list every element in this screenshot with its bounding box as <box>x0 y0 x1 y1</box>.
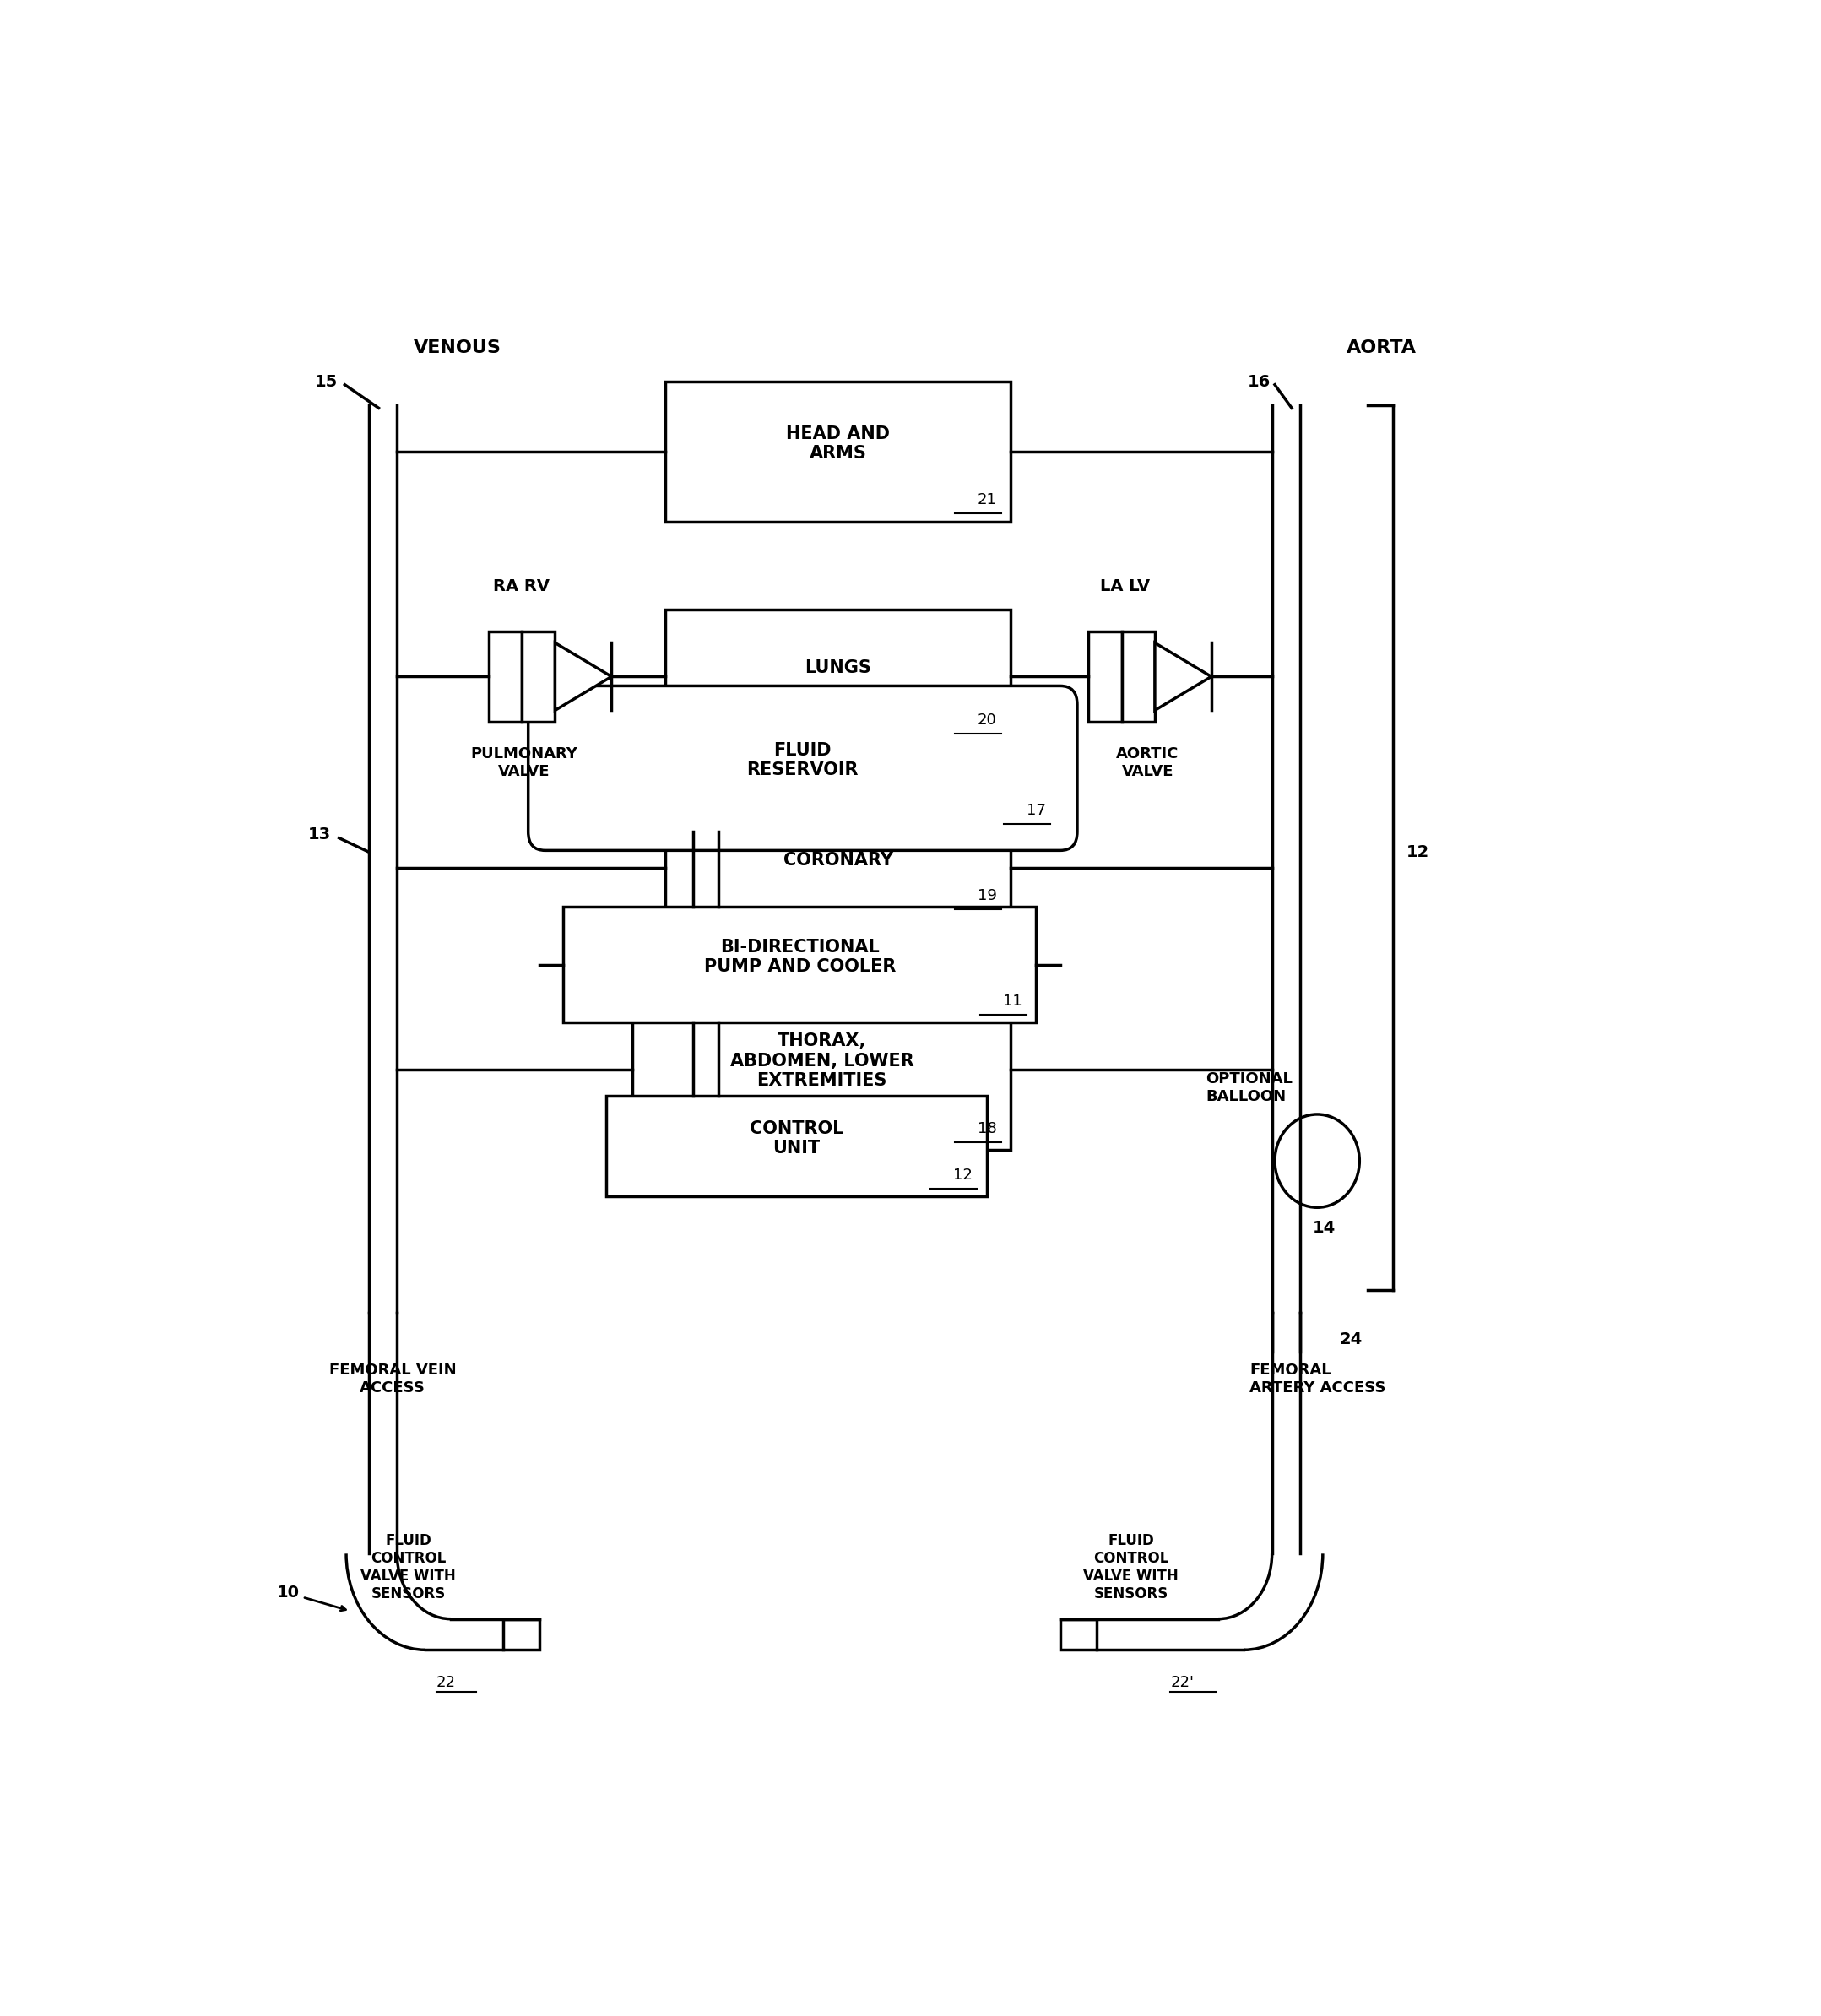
Bar <box>665 818 1011 917</box>
Text: 10: 10 <box>277 1585 300 1601</box>
Bar <box>665 381 1011 522</box>
Text: AORTIC
VALVE: AORTIC VALVE <box>1116 746 1180 778</box>
Text: 20: 20 <box>978 712 996 728</box>
Text: 16: 16 <box>1247 373 1271 389</box>
Text: 22': 22' <box>1171 1675 1195 1689</box>
Text: VENOUS: VENOUS <box>413 339 501 357</box>
Text: RA RV: RA RV <box>493 579 550 595</box>
Text: 21: 21 <box>978 492 996 508</box>
Text: 24: 24 <box>1340 1331 1362 1347</box>
Text: 13: 13 <box>308 827 331 843</box>
Text: 11: 11 <box>1003 994 1022 1008</box>
Text: 12: 12 <box>954 1167 972 1183</box>
Bar <box>1060 1619 1096 1649</box>
Text: CONTROL
UNIT: CONTROL UNIT <box>750 1121 843 1157</box>
Text: OPTIONAL
BALLOON: OPTIONAL BALLOON <box>1206 1073 1293 1105</box>
Text: FEMORAL
ARTERY ACCESS: FEMORAL ARTERY ACCESS <box>1249 1363 1386 1395</box>
Bar <box>1089 631 1122 722</box>
Text: FLUID
CONTROL
VALVE WITH
SENSORS: FLUID CONTROL VALVE WITH SENSORS <box>1083 1534 1178 1601</box>
Text: 12: 12 <box>1406 845 1429 861</box>
Text: HEAD AND
ARMS: HEAD AND ARMS <box>787 425 890 462</box>
Text: FLUID
CONTROL
VALVE WITH
SENSORS: FLUID CONTROL VALVE WITH SENSORS <box>361 1534 455 1601</box>
Bar <box>503 1619 539 1649</box>
Text: LUNGS: LUNGS <box>805 659 870 677</box>
Bar <box>632 988 1011 1149</box>
Text: 18: 18 <box>978 1121 996 1137</box>
Text: 19: 19 <box>978 887 996 903</box>
Text: FEMORAL VEIN
ACCESS: FEMORAL VEIN ACCESS <box>330 1363 457 1395</box>
Text: FLUID
RESERVOIR: FLUID RESERVOIR <box>747 742 860 778</box>
Text: 15: 15 <box>315 373 339 389</box>
Text: PULMONARY
VALVE: PULMONARY VALVE <box>470 746 577 778</box>
Bar <box>1122 631 1155 722</box>
Bar <box>665 609 1011 742</box>
Text: 22: 22 <box>437 1675 455 1689</box>
Text: BI-DIRECTIONAL
PUMP AND COOLER: BI-DIRECTIONAL PUMP AND COOLER <box>705 939 896 976</box>
Bar <box>563 907 1036 1022</box>
Bar <box>523 631 555 722</box>
Polygon shape <box>1155 643 1211 710</box>
FancyBboxPatch shape <box>528 685 1078 851</box>
Bar <box>488 631 523 722</box>
Circle shape <box>1275 1115 1360 1208</box>
Text: 17: 17 <box>1027 802 1045 818</box>
Polygon shape <box>555 643 612 710</box>
Text: CORONARY: CORONARY <box>783 853 892 869</box>
Text: THORAX,
ABDOMEN, LOWER
EXTREMITIES: THORAX, ABDOMEN, LOWER EXTREMITIES <box>730 1032 914 1089</box>
Text: LA LV: LA LV <box>1100 579 1149 595</box>
Text: AORTA: AORTA <box>1348 339 1417 357</box>
Bar <box>606 1097 987 1198</box>
Text: 14: 14 <box>1313 1220 1337 1236</box>
